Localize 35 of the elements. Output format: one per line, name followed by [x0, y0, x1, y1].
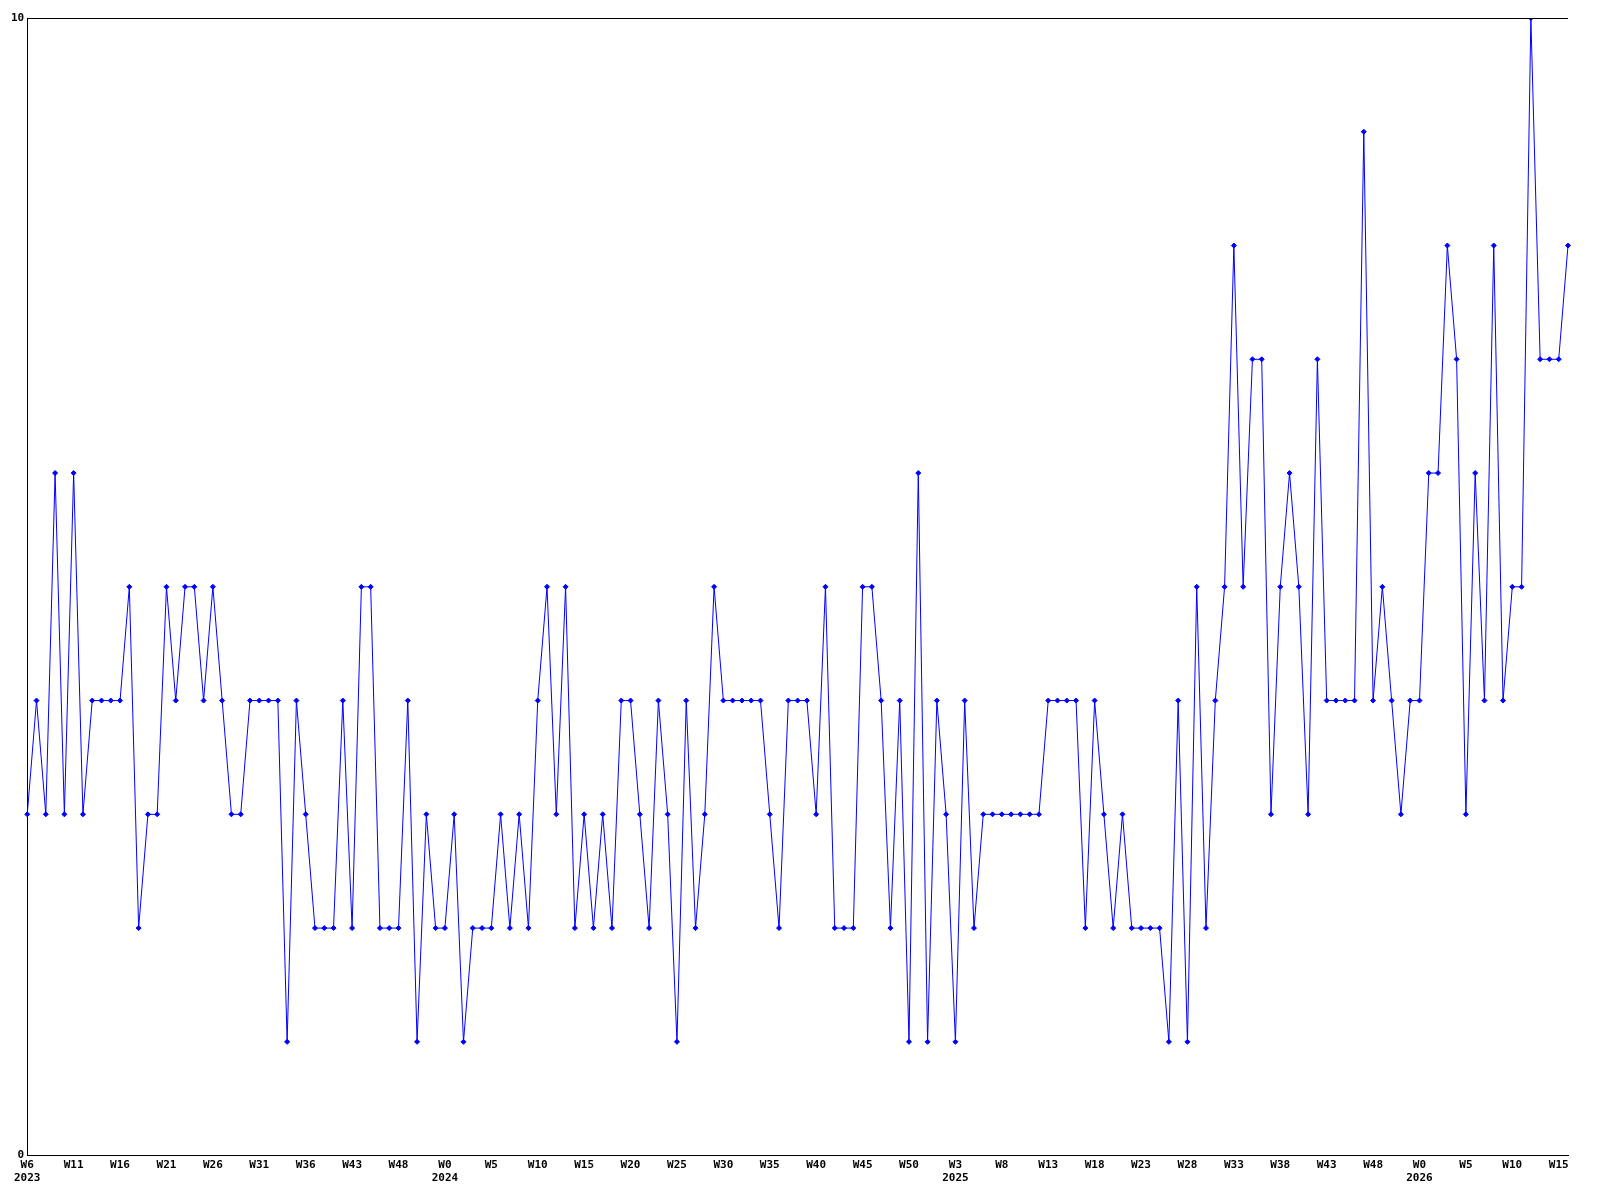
x-tick-label: W18 — [1084, 1158, 1105, 1172]
x-tick-label: W13 — [1038, 1158, 1059, 1172]
x-tick-label: W33 — [1223, 1158, 1244, 1172]
x-tick-label: W15 — [574, 1158, 595, 1172]
x-tick-label: W43 — [342, 1158, 363, 1172]
x-tick-label: W43 — [1316, 1158, 1337, 1172]
x-tick-label: W36 — [295, 1158, 316, 1172]
x-tick-label: W5 — [1459, 1158, 1473, 1172]
x-tick-label: W6 2023 — [14, 1158, 41, 1185]
x-tick-label: W31 — [249, 1158, 270, 1172]
x-tick-label: W5 — [484, 1158, 498, 1172]
x-tick-label: W30 — [713, 1158, 734, 1172]
x-tick-label: W15 — [1548, 1158, 1569, 1172]
x-tick-label: W35 — [759, 1158, 780, 1172]
x-tick-label: W11 — [63, 1158, 84, 1172]
x-tick-label: W38 — [1270, 1158, 1291, 1172]
x-tick-label: W50 — [899, 1158, 919, 1172]
x-tick-label: W45 — [852, 1158, 873, 1172]
x-tick-label: W28 — [1177, 1158, 1198, 1172]
y-tick-label: 10 — [11, 10, 25, 24]
x-tick-label: W8 — [995, 1158, 1009, 1172]
x-tick-label: W23 — [1131, 1158, 1151, 1172]
x-tick-label: W26 — [202, 1158, 224, 1172]
x-tick-label: W10 — [1502, 1158, 1523, 1172]
x-tick-label: W10 — [527, 1158, 548, 1172]
x-tick-label: W48 — [388, 1158, 409, 1172]
x-tick-label: W0 2026 — [1406, 1158, 1434, 1185]
x-tick-label: W40 — [806, 1158, 827, 1172]
x-tick-label: W20 — [620, 1158, 641, 1172]
x-tick-label: W16 — [110, 1158, 131, 1172]
x-tick-label: W25 — [667, 1158, 687, 1172]
x-tick-label: W48 — [1363, 1158, 1384, 1172]
x-tick-label: W3 2025 — [942, 1158, 969, 1185]
x-tick-label: W0 2024 — [431, 1158, 459, 1185]
x-tick-label: W21 — [156, 1158, 177, 1172]
